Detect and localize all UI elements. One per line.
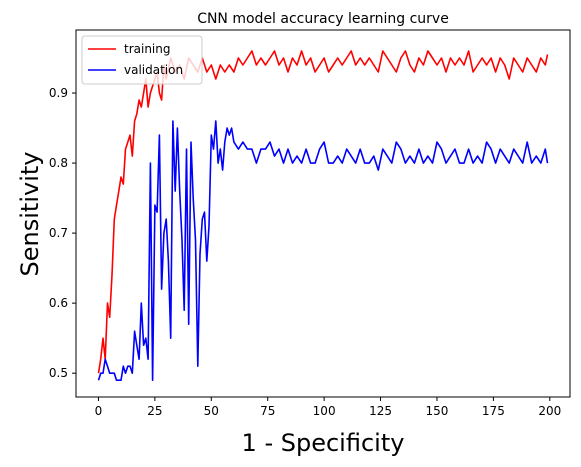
y-tick-label: 0.8 xyxy=(49,156,68,170)
legend-label-validation: validation xyxy=(124,63,183,77)
x-tick-label: 50 xyxy=(204,404,219,418)
chart-title: CNN model accuracy learning curve xyxy=(197,11,449,27)
x-tick-label: 200 xyxy=(538,404,561,418)
x-tick-label: 150 xyxy=(426,404,449,418)
x-tick-label: 25 xyxy=(147,404,162,418)
legend: training validation xyxy=(82,36,202,84)
x-tick-label: 100 xyxy=(313,404,336,418)
x-tick-label: 75 xyxy=(260,404,275,418)
y-tick-label: 0.9 xyxy=(49,86,68,100)
y-tick-label: 0.6 xyxy=(49,296,68,310)
x-tick-label: 0 xyxy=(95,404,103,418)
x-tick-label: 175 xyxy=(482,404,505,418)
y-tick-label: 0.5 xyxy=(49,366,68,380)
y-tick-label: 0.7 xyxy=(49,226,68,240)
x-axis-label: 1 - Specificity xyxy=(242,429,405,457)
legend-label-training: training xyxy=(124,42,171,56)
x-tick-label: 125 xyxy=(369,404,392,418)
y-axis-label: Sensitivity xyxy=(16,152,44,277)
